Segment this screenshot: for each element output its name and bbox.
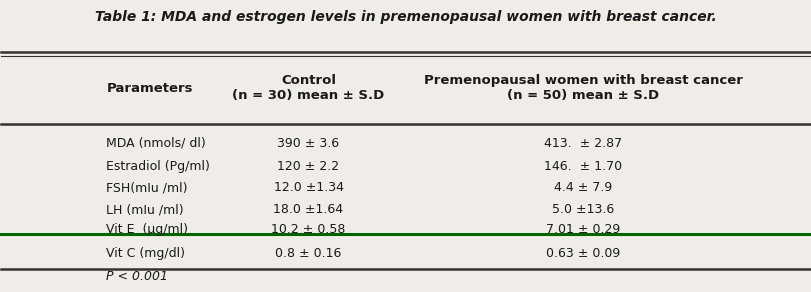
Text: Control
(n = 30) mean ± S.D: Control (n = 30) mean ± S.D [233, 74, 384, 102]
Text: 5.0 ±13.6: 5.0 ±13.6 [552, 203, 615, 216]
Text: LH (mIu /ml): LH (mIu /ml) [106, 203, 184, 216]
Text: MDA (nmols/ dl): MDA (nmols/ dl) [106, 137, 206, 150]
Text: 390 ± 3.6: 390 ± 3.6 [277, 137, 340, 150]
Text: Table 1: MDA and estrogen levels in premenopausal women with breast cancer.: Table 1: MDA and estrogen levels in prem… [95, 10, 716, 24]
Text: 18.0 ±1.64: 18.0 ±1.64 [273, 203, 344, 216]
Text: 12.0 ±1.34: 12.0 ±1.34 [273, 181, 344, 194]
Text: P < 0.001: P < 0.001 [106, 270, 169, 283]
Text: Vit E  (μg/ml): Vit E (μg/ml) [106, 223, 188, 237]
Text: Premenopausal women with breast cancer
(n = 50) mean ± S.D: Premenopausal women with breast cancer (… [424, 74, 743, 102]
Text: 7.01 ± 0.29: 7.01 ± 0.29 [546, 223, 620, 237]
Text: 413.  ± 2.87: 413. ± 2.87 [544, 137, 622, 150]
Text: Estradiol (Pg/ml): Estradiol (Pg/ml) [106, 160, 210, 173]
Text: 4.4 ± 7.9: 4.4 ± 7.9 [554, 181, 612, 194]
Text: Vit C (mg/dl): Vit C (mg/dl) [106, 246, 186, 260]
Text: Parameters: Parameters [106, 82, 193, 95]
Text: 0.8 ± 0.16: 0.8 ± 0.16 [275, 246, 341, 260]
Text: 120 ± 2.2: 120 ± 2.2 [277, 160, 340, 173]
Text: FSH(mIu /ml): FSH(mIu /ml) [106, 181, 188, 194]
Text: 0.63 ± 0.09: 0.63 ± 0.09 [546, 246, 620, 260]
Text: 10.2 ± 0.58: 10.2 ± 0.58 [272, 223, 345, 237]
Text: 146.  ± 1.70: 146. ± 1.70 [544, 160, 622, 173]
